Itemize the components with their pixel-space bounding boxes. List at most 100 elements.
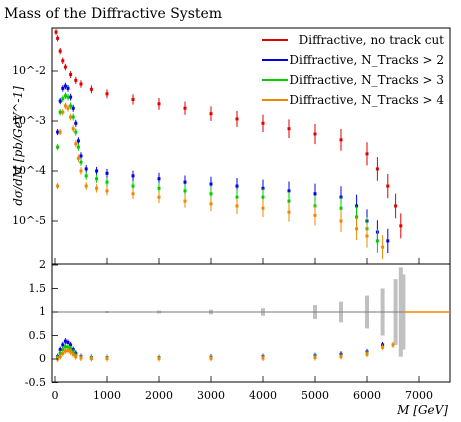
- data-point: [261, 121, 265, 125]
- ratio-point: [61, 348, 65, 352]
- data-point: [63, 84, 67, 88]
- ratio-point: [381, 345, 385, 349]
- data-point: [209, 202, 213, 206]
- data-point: [157, 177, 161, 181]
- data-point: [76, 156, 80, 160]
- data-point: [61, 110, 65, 114]
- y-tick-label: 10^-4: [12, 164, 46, 177]
- data-point: [209, 192, 213, 196]
- data-point: [339, 138, 343, 142]
- data-point: [84, 167, 88, 171]
- ratio-point: [66, 349, 70, 353]
- ratio-y-tick-label: 2: [39, 258, 46, 271]
- ratio-point: [339, 355, 343, 359]
- ratio-point: [58, 355, 62, 359]
- ratio-point: [58, 351, 62, 355]
- ratio-point: [69, 350, 73, 354]
- data-point: [58, 110, 62, 114]
- data-point: [105, 180, 109, 184]
- ratio-point: [63, 339, 67, 343]
- x-tick-label: 7000: [405, 389, 433, 402]
- data-point: [355, 227, 359, 231]
- ratio-point: [61, 343, 65, 347]
- data-point: [63, 94, 67, 98]
- data-point: [375, 239, 379, 243]
- y-axis-label: dσ/dM [pb/GeV^-1]: [11, 86, 25, 206]
- ratio-y-tick-label: -0.5: [25, 376, 46, 389]
- data-point: [365, 152, 369, 156]
- data-point: [157, 195, 161, 199]
- data-point: [79, 82, 83, 86]
- data-point: [79, 169, 83, 173]
- data-point: [58, 49, 62, 53]
- data-point: [235, 184, 239, 188]
- data-point: [66, 86, 70, 90]
- data-point: [235, 195, 239, 199]
- data-point: [235, 117, 239, 121]
- data-point: [66, 95, 70, 99]
- data-point: [74, 121, 78, 125]
- ratio-point: [61, 351, 65, 355]
- data-point: [375, 167, 379, 171]
- ratio-y-tick-label: 0.5: [29, 329, 47, 342]
- data-point: [84, 174, 88, 178]
- ratio-point: [261, 356, 265, 360]
- data-point: [79, 154, 83, 158]
- y-tick-label: 10^-3: [12, 114, 46, 127]
- x-axis-label: M [GeV]: [396, 403, 448, 417]
- data-point: [339, 219, 343, 223]
- data-point: [95, 169, 99, 173]
- ratio-plot-frame: [51, 263, 451, 383]
- ratio-point: [105, 357, 109, 361]
- data-point: [235, 204, 239, 208]
- ratio-point: [69, 347, 73, 351]
- y-tick-label: 10^-2: [12, 64, 46, 77]
- ratio-point: [209, 356, 213, 360]
- data-point: [386, 239, 390, 243]
- data-point: [365, 234, 369, 238]
- ratio-point: [63, 345, 67, 349]
- data-point: [261, 206, 265, 210]
- data-point: [287, 127, 291, 131]
- data-point: [183, 189, 187, 193]
- data-point: [131, 192, 135, 196]
- x-tick-label: 5000: [301, 389, 329, 402]
- data-point: [56, 145, 60, 149]
- ratio-reference-band: [52, 267, 450, 357]
- data-point: [76, 139, 80, 143]
- data-point: [157, 102, 161, 106]
- ratio-y-tick-label: 0: [39, 352, 46, 365]
- ratio-point: [74, 355, 78, 359]
- data-point: [339, 206, 343, 210]
- x-tick-label: 4000: [249, 389, 277, 402]
- ratio-point: [79, 356, 83, 360]
- ratio-point: [69, 343, 73, 347]
- x-tick-label: 6000: [353, 389, 381, 402]
- ratio-y-tick-label: 1: [39, 305, 46, 318]
- data-point: [105, 92, 109, 96]
- data-point: [56, 130, 60, 134]
- ratio-point: [313, 356, 317, 360]
- data-point: [399, 224, 403, 228]
- data-point: [95, 177, 99, 181]
- ratio-point: [63, 349, 67, 353]
- ratio-point: [89, 357, 93, 361]
- data-point: [66, 106, 70, 110]
- data-point: [69, 95, 73, 99]
- data-point: [84, 184, 88, 188]
- x-tick-label: 2000: [145, 389, 173, 402]
- x-tick-label: 1000: [93, 389, 121, 402]
- ratio-y-tick-label: 1.5: [29, 282, 47, 295]
- data-point: [287, 210, 291, 214]
- data-point: [209, 182, 213, 186]
- data-point: [313, 132, 317, 136]
- data-point: [63, 65, 67, 69]
- data-point: [394, 204, 398, 208]
- legend-label: Diffractive, N_Tracks > 2: [289, 53, 444, 67]
- data-point: [69, 73, 73, 77]
- legend-label: Diffractive, no track cut: [299, 33, 445, 47]
- data-point: [79, 160, 83, 164]
- data-point: [74, 130, 78, 134]
- legend: Diffractive, no track cut Diffractive, N…: [262, 33, 444, 107]
